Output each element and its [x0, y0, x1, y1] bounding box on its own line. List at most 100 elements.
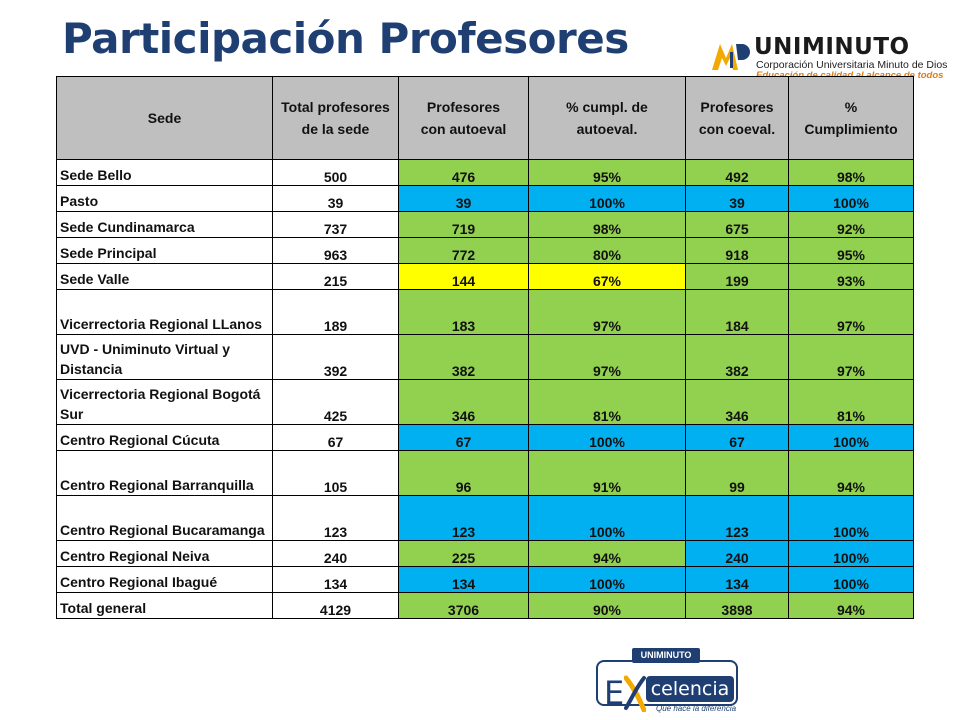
table-row: Sede Principal 963 772 80% 918 95%: [56, 237, 914, 264]
total-cell: 4129: [272, 592, 399, 619]
autoeval-cell: 67: [398, 424, 529, 451]
pct-cumplimiento-cell: 97%: [788, 334, 914, 380]
sede-cell: Pasto: [56, 185, 273, 212]
pct-cumplimiento-cell: 81%: [788, 379, 914, 425]
excelencia-word: celencia: [646, 676, 734, 702]
excelencia-slogan: Que hace la diferencia: [656, 704, 737, 713]
sede-cell: Vicerrectoria Regional LLanos: [56, 289, 273, 335]
sede-cell: Centro Regional Bucaramanga: [56, 495, 273, 541]
pct-cumplimiento-cell: 94%: [788, 592, 914, 619]
table-row: Centro Regional Barranquilla 105 96 91% …: [56, 450, 914, 496]
sede-cell: Centro Regional Ibagué: [56, 566, 273, 593]
pct-cumplimiento-cell: 93%: [788, 263, 914, 290]
pct-autoeval-cell: 100%: [528, 185, 686, 212]
pct-autoeval-cell: 67%: [528, 263, 686, 290]
coeval-cell: 199: [685, 263, 789, 290]
autoeval-cell: 39: [398, 185, 529, 212]
sede-cell: Total general: [56, 592, 273, 619]
coeval-cell: 184: [685, 289, 789, 335]
autoeval-cell: 772: [398, 237, 529, 264]
pct-autoeval-cell: 100%: [528, 495, 686, 541]
excelencia-logo: E celencia Que hace la diferencia UNIMIN…: [596, 648, 740, 713]
column-header-pct-cumplimiento: % Cumplimiento: [788, 76, 914, 160]
sede-cell: Sede Valle: [56, 263, 273, 290]
pct-autoeval-cell: 90%: [528, 592, 686, 619]
pct-autoeval-cell: 94%: [528, 540, 686, 567]
table-row: Centro Regional Cúcuta 67 67 100% 67 100…: [56, 424, 914, 451]
coeval-cell: 346: [685, 379, 789, 425]
coeval-cell: 67: [685, 424, 789, 451]
coeval-cell: 382: [685, 334, 789, 380]
column-header-sede: Sede: [56, 76, 273, 160]
table-row: Vicerrectoria Regional LLanos 189 183 97…: [56, 289, 914, 335]
table-header: Sede Total profesores de la sede Profeso…: [56, 76, 914, 160]
column-header-total: Total profesores de la sede: [272, 76, 399, 160]
sede-cell: UVD - Uniminuto Virtual y Distancia: [56, 334, 273, 380]
pct-autoeval-cell: 80%: [528, 237, 686, 264]
pct-cumplimiento-cell: 100%: [788, 540, 914, 567]
pct-cumplimiento-cell: 100%: [788, 424, 914, 451]
md-logo-icon: [712, 44, 750, 70]
coeval-cell: 39: [685, 185, 789, 212]
total-cell: 67: [272, 424, 399, 451]
total-cell: 240: [272, 540, 399, 567]
coeval-cell: 675: [685, 211, 789, 238]
excelencia-letter: E: [604, 674, 625, 712]
pct-cumplimiento-cell: 94%: [788, 450, 914, 496]
column-header-autoeval: Profesores con autoeval: [398, 76, 529, 160]
table-row: Centro Regional Ibagué 134 134 100% 134 …: [56, 566, 914, 593]
autoeval-cell: 123: [398, 495, 529, 541]
total-cell: 134: [272, 566, 399, 593]
pct-autoeval-cell: 97%: [528, 289, 686, 335]
table-row: Sede Cundinamarca 737 719 98% 675 92%: [56, 211, 914, 238]
table-row: Sede Valle 215 144 67% 199 93%: [56, 263, 914, 290]
pct-autoeval-cell: 98%: [528, 211, 686, 238]
pct-cumplimiento-cell: 100%: [788, 495, 914, 541]
autoeval-cell: 382: [398, 334, 529, 380]
participation-table: Sede Total profesores de la sede Profeso…: [56, 76, 914, 619]
autoeval-cell: 134: [398, 566, 529, 593]
table-body: Sede Bello 500 476 95% 492 98% Pasto 39 …: [56, 159, 914, 619]
total-cell: 737: [272, 211, 399, 238]
column-header-pct-autoeval: % cumpl. de autoeval.: [528, 76, 686, 160]
autoeval-cell: 225: [398, 540, 529, 567]
autoeval-cell: 144: [398, 263, 529, 290]
pct-cumplimiento-cell: 100%: [788, 566, 914, 593]
pct-autoeval-cell: 95%: [528, 159, 686, 186]
pct-autoeval-cell: 100%: [528, 566, 686, 593]
sede-cell: Sede Cundinamarca: [56, 211, 273, 238]
logo-brand: UNIMINUTO: [754, 34, 910, 60]
total-cell: 105: [272, 450, 399, 496]
autoeval-cell: 346: [398, 379, 529, 425]
total-cell: 123: [272, 495, 399, 541]
pct-autoeval-cell: 97%: [528, 334, 686, 380]
total-cell: 189: [272, 289, 399, 335]
autoeval-cell: 719: [398, 211, 529, 238]
table-row: Vicerrectoria Regional Bogotá Sur 425 34…: [56, 379, 914, 425]
pct-cumplimiento-cell: 100%: [788, 185, 914, 212]
coeval-cell: 492: [685, 159, 789, 186]
sede-cell: Centro Regional Barranquilla: [56, 450, 273, 496]
pct-autoeval-cell: 91%: [528, 450, 686, 496]
coeval-cell: 3898: [685, 592, 789, 619]
total-cell: 963: [272, 237, 399, 264]
x-swoosh-icon: [624, 675, 646, 712]
pct-cumplimiento-cell: 95%: [788, 237, 914, 264]
uniminuto-logo: UNIMINUTO Corporación Universitaria Minu…: [710, 34, 947, 82]
page-title: Participación Profesores: [62, 14, 629, 63]
total-cell: 39: [272, 185, 399, 212]
table-row: Sede Bello 500 476 95% 492 98%: [56, 159, 914, 186]
coeval-cell: 918: [685, 237, 789, 264]
autoeval-cell: 183: [398, 289, 529, 335]
table-row: Pasto 39 39 100% 39 100%: [56, 185, 914, 212]
autoeval-cell: 96: [398, 450, 529, 496]
logo-tagline: Educación de calidad al alcance de todos: [756, 70, 944, 81]
total-cell: 500: [272, 159, 399, 186]
pct-cumplimiento-cell: 92%: [788, 211, 914, 238]
total-cell: 215: [272, 263, 399, 290]
coeval-cell: 99: [685, 450, 789, 496]
coeval-cell: 123: [685, 495, 789, 541]
sede-cell: Centro Regional Neiva: [56, 540, 273, 567]
autoeval-cell: 476: [398, 159, 529, 186]
excelencia-top-tag: UNIMINUTO: [632, 648, 700, 663]
